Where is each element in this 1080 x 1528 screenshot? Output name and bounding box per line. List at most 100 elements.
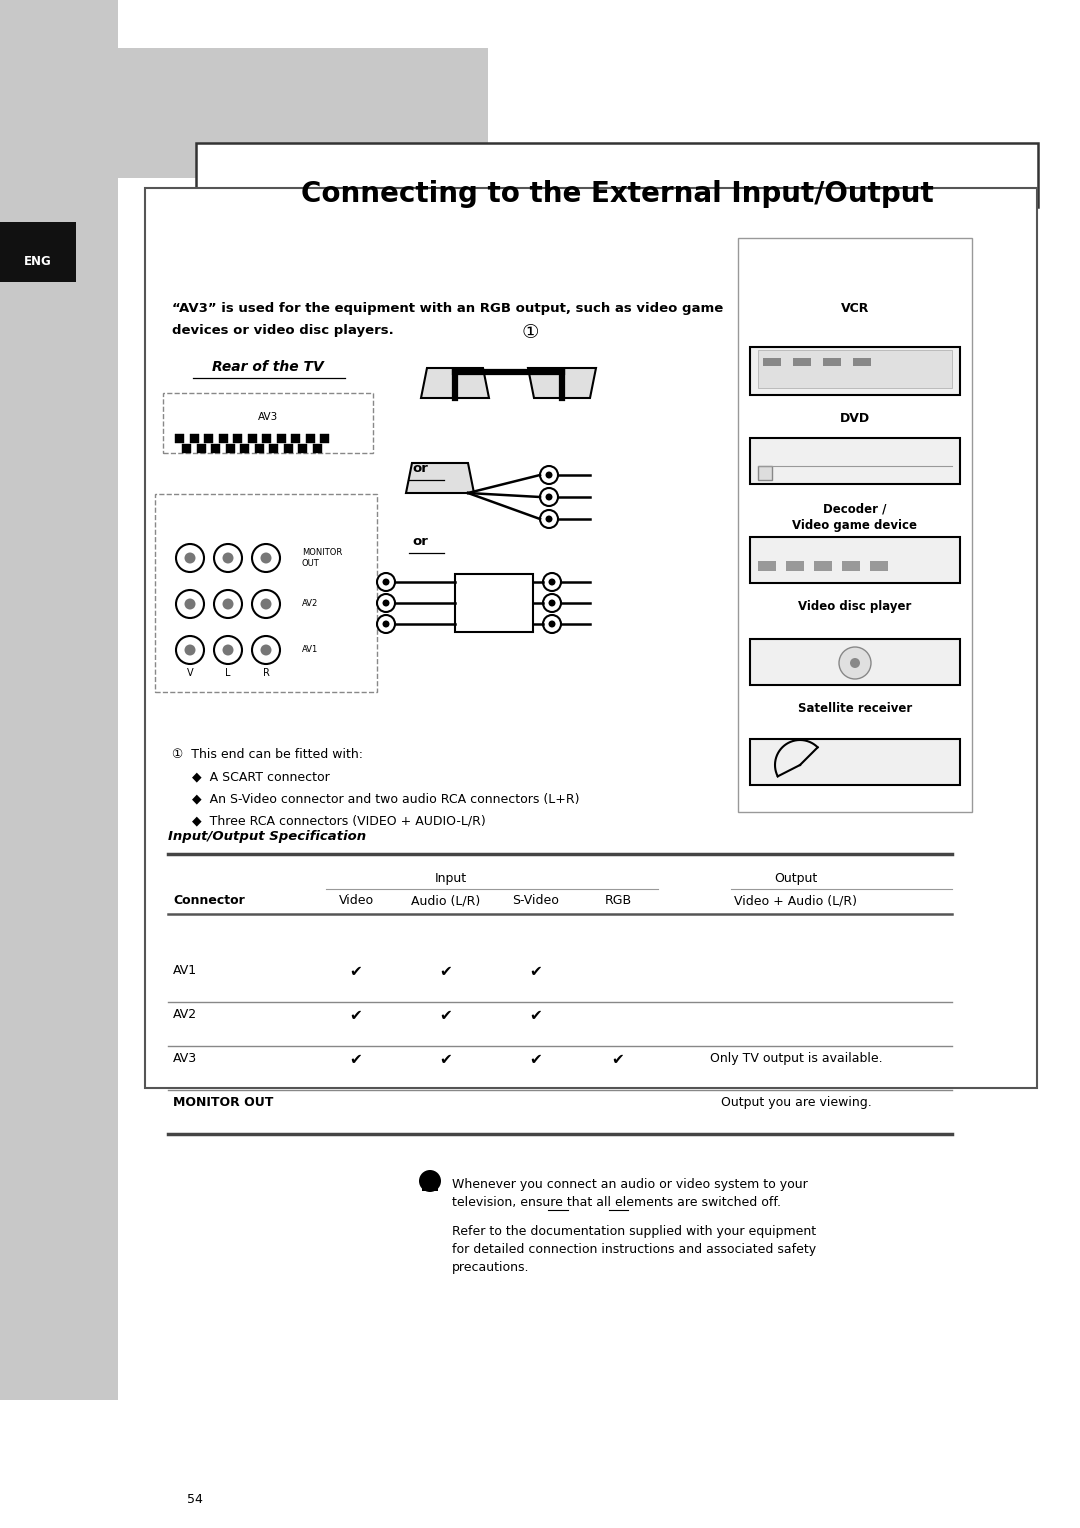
Bar [283,445,293,452]
Circle shape [540,510,558,529]
Text: Decoder /
Video game device: Decoder / Video game device [793,503,918,532]
Circle shape [543,573,561,591]
Text: AV1: AV1 [302,645,319,654]
Bar [145,188,1037,1088]
Bar [226,445,234,452]
Bar [320,434,329,443]
Bar [312,445,322,452]
Circle shape [377,573,395,591]
Text: R: R [262,668,269,678]
Bar [156,494,377,692]
Bar [262,434,271,443]
Bar [750,439,960,484]
Circle shape [176,590,204,617]
Bar [175,434,184,443]
Circle shape [222,553,233,564]
Circle shape [252,636,280,665]
Text: devices or video disc players.: devices or video disc players. [172,324,394,338]
Circle shape [176,544,204,571]
Circle shape [545,472,553,478]
Text: ✔: ✔ [611,1051,624,1067]
Bar [233,434,242,443]
Bar [0,0,118,1400]
Text: Video: Video [338,894,374,908]
Circle shape [252,544,280,571]
Polygon shape [406,463,474,494]
Text: V: V [187,668,193,678]
Circle shape [214,544,242,571]
Text: “AV3” is used for the equipment with an RGB output, such as video game: “AV3” is used for the equipment with an … [172,303,724,315]
Text: ✔: ✔ [440,1051,453,1067]
Text: ◆  An S-Video connector and two audio RCA connectors (L+R): ◆ An S-Video connector and two audio RCA… [172,792,580,805]
Circle shape [377,614,395,633]
Circle shape [260,599,271,610]
Text: ①: ① [522,322,539,342]
Text: ✔: ✔ [350,1008,363,1024]
Circle shape [382,599,390,607]
Bar [183,445,191,452]
Text: ✔: ✔ [529,1008,542,1024]
Text: ✔: ✔ [529,1051,542,1067]
Text: or: or [411,535,428,549]
Bar [786,561,804,571]
Circle shape [214,636,242,665]
Bar [218,434,228,443]
Circle shape [419,1170,441,1192]
Text: ✔: ✔ [529,964,542,979]
Text: AV2: AV2 [302,599,319,608]
Text: Only TV output is available.: Only TV output is available. [710,1051,882,1065]
Circle shape [543,614,561,633]
Circle shape [185,599,195,610]
Bar [0,222,76,283]
Text: Rear of the TV: Rear of the TV [212,361,324,374]
Bar [240,445,249,452]
Text: AV1: AV1 [173,964,198,976]
Bar [422,1181,438,1190]
Circle shape [377,594,395,613]
Bar [455,575,534,633]
Text: S-Video: S-Video [513,894,559,908]
Circle shape [382,620,390,628]
Circle shape [222,645,233,656]
Circle shape [185,553,195,564]
Bar [163,393,373,452]
Text: Input/Output Specification: Input/Output Specification [168,830,366,843]
Text: ✔: ✔ [440,1008,453,1024]
Text: VCR: VCR [841,303,869,315]
Text: Input: Input [435,872,467,885]
Text: Audio (L/R): Audio (L/R) [411,894,481,908]
Bar [204,434,213,443]
Bar [823,358,841,367]
Text: AV3: AV3 [258,413,279,422]
Bar [853,358,870,367]
Bar [211,445,220,452]
Circle shape [850,659,860,668]
Bar [750,536,960,584]
Bar [276,434,285,443]
Bar [758,466,772,480]
Text: Output you are viewing.: Output you are viewing. [720,1096,872,1109]
Circle shape [549,620,555,628]
Text: Output: Output [774,872,818,885]
Bar [762,358,781,367]
Text: DVD: DVD [840,413,870,425]
Bar [189,434,199,443]
Bar [306,434,314,443]
Circle shape [545,515,553,523]
Text: Refer to the documentation supplied with your equipment: Refer to the documentation supplied with… [453,1225,816,1238]
Circle shape [176,636,204,665]
Circle shape [545,494,553,501]
Bar [750,347,960,396]
Text: Video disc player: Video disc player [798,601,912,613]
Text: MONITOR
OUT: MONITOR OUT [302,549,342,568]
Text: ✔: ✔ [440,964,453,979]
Text: 54: 54 [187,1493,203,1507]
Polygon shape [421,368,489,397]
Bar [870,561,888,571]
Text: ◆  A SCART connector: ◆ A SCART connector [172,770,329,782]
Text: MONITOR OUT: MONITOR OUT [173,1096,273,1109]
Text: Connecting to the External Input/Output: Connecting to the External Input/Output [300,180,933,208]
Text: ✔: ✔ [350,964,363,979]
Bar [758,350,951,388]
Text: or: or [411,461,428,475]
